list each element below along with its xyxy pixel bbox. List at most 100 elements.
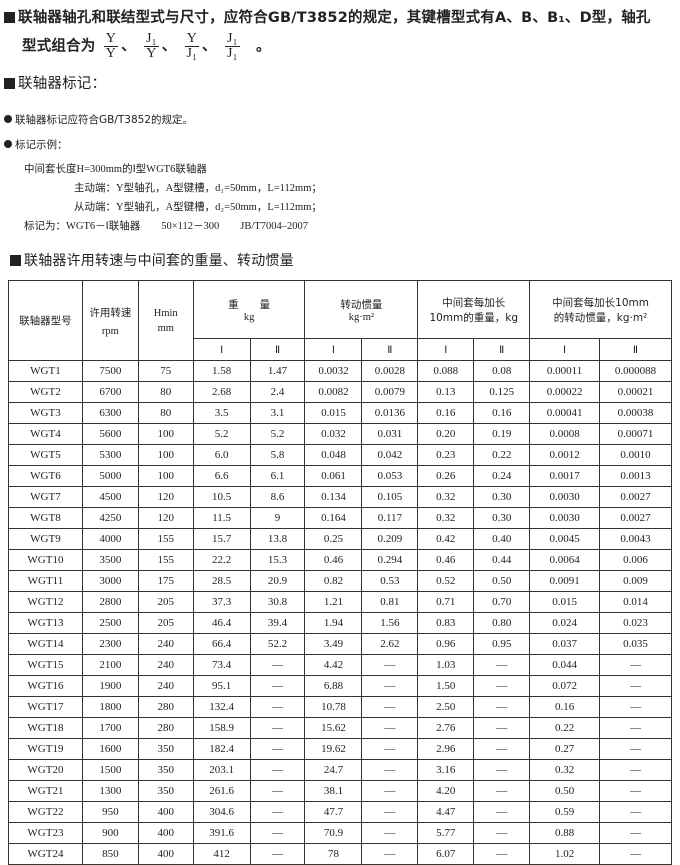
speed-weight-inertia-table: 联轴器型号 许用转速 rpm Hmin mm 重 量 kg 转动惯量 kg·m² 中间套… bbox=[8, 280, 672, 865]
table-cell: 1.47 bbox=[249, 360, 306, 382]
header-inertia-label: 转动惯量 bbox=[340, 298, 383, 311]
table-cell: WGT20 bbox=[8, 759, 83, 781]
table-row: WGT9 4000 155 15.7 13.8 0.25 0.209 0.42 0.40 0.00… bbox=[8, 528, 672, 550]
subheader-type: Ⅰ bbox=[192, 338, 251, 361]
table-cell: 5600 bbox=[81, 423, 139, 445]
combo-fraction: J₁ Y bbox=[144, 32, 159, 61]
table-cell: 2800 bbox=[81, 591, 139, 613]
table-cell: 0.125 bbox=[473, 381, 531, 403]
table-cell: — bbox=[599, 822, 672, 844]
table-cell: 391.6 bbox=[192, 822, 251, 844]
table-cell: 0.20 bbox=[417, 423, 475, 445]
table-cell: — bbox=[473, 843, 531, 865]
table-cell: 132.4 bbox=[192, 696, 251, 718]
table-cell: 0.00038 bbox=[599, 402, 672, 424]
bullet-text: 联轴器标记应符合GB/T3852的规定。 bbox=[15, 114, 194, 126]
table-cell: 13.8 bbox=[249, 528, 306, 550]
header-speed: 许用转速 rpm bbox=[81, 280, 139, 361]
table-cell: 22.2 bbox=[192, 549, 251, 571]
table-cell: 47.7 bbox=[304, 801, 363, 823]
table-row: WGT8 4250 120 11.5 9 0.164 0.117 0.32 0.30 0.0030… bbox=[8, 507, 672, 529]
table-cell: 1300 bbox=[81, 780, 139, 802]
table-cell: 0.30 bbox=[473, 486, 531, 508]
table-cell: 0.032 bbox=[304, 423, 363, 445]
table-row: WGT16 1900 240 95.1—6.88—1.50—0.072— bbox=[8, 675, 672, 697]
table-cell: 0.08 bbox=[473, 360, 531, 382]
table-cell: — bbox=[361, 696, 419, 718]
table-cell: 7500 bbox=[81, 360, 139, 382]
table-cell: 0.46 bbox=[304, 549, 363, 571]
table-cell: 5.8 bbox=[249, 444, 306, 466]
table-cell: — bbox=[599, 738, 672, 760]
table-cell: 240 bbox=[137, 633, 194, 655]
table-cell: 0.0017 bbox=[529, 465, 601, 487]
table-cell: 80 bbox=[137, 402, 194, 424]
separator: 、 bbox=[161, 38, 177, 55]
table-cell: WGT14 bbox=[8, 633, 83, 655]
table-cell: 0.031 bbox=[361, 423, 419, 445]
table-row: WGT15 2100 240 73.4—4.42—1.03—0.044— bbox=[8, 654, 672, 676]
table-cell: WGT7 bbox=[8, 486, 83, 508]
table-cell: 78 bbox=[304, 843, 363, 865]
table-cell: 24.7 bbox=[304, 759, 363, 781]
table-cell: 70.9 bbox=[304, 822, 363, 844]
marking-bullet-2: 标记示例： bbox=[4, 137, 68, 152]
table-cell: 1.50 bbox=[417, 675, 475, 697]
table-cell: 4.42 bbox=[304, 654, 363, 676]
table-cell: — bbox=[361, 843, 419, 865]
table-cell: — bbox=[361, 738, 419, 760]
subheader-type: Ⅱ bbox=[473, 338, 531, 361]
table-cell: — bbox=[361, 822, 419, 844]
table-cell: 1500 bbox=[81, 759, 139, 781]
table-cell: 280 bbox=[137, 696, 194, 718]
table-cell: — bbox=[599, 717, 672, 739]
table-cell: WGT24 bbox=[8, 843, 83, 865]
table-cell: 950 bbox=[81, 801, 139, 823]
table-cell: 1.58 bbox=[192, 360, 251, 382]
table-cell: 0.00011 bbox=[529, 360, 601, 382]
denominator: J₁ bbox=[186, 46, 198, 61]
subheader-type: Ⅱ bbox=[249, 338, 306, 361]
table-cell: 0.80 bbox=[473, 612, 531, 634]
table-cell: 10.78 bbox=[304, 696, 363, 718]
table-cell: 3.16 bbox=[417, 759, 475, 781]
table-cell: 158.9 bbox=[192, 717, 251, 739]
table-cell: 75 bbox=[137, 360, 194, 382]
subheader-type: Ⅰ bbox=[529, 338, 601, 361]
table-cell: 0.0028 bbox=[361, 360, 419, 382]
table-cell: 0.52 bbox=[417, 570, 475, 592]
bullet-icon bbox=[4, 115, 12, 123]
table-cell: 205 bbox=[137, 612, 194, 634]
table-cell: 120 bbox=[137, 507, 194, 529]
table-cell: 37.3 bbox=[192, 591, 251, 613]
table-row: WGT17 1800 280 132.4—10.78—2.50—0.16— bbox=[8, 696, 672, 718]
table-cell: 0.81 bbox=[361, 591, 419, 613]
table-cell: 0.088 bbox=[417, 360, 475, 382]
header-weight: 重 量 kg bbox=[192, 280, 306, 339]
table-cell: 280 bbox=[137, 717, 194, 739]
table-cell: 39.4 bbox=[249, 612, 306, 634]
table-row: WGT14 2300 240 66.4 52.2 3.49 2.62 0.96 0.95 0.03… bbox=[8, 633, 672, 655]
table-cell: 182.4 bbox=[192, 738, 251, 760]
intro-line-2: 型式组合为 Y Y、 J₁ Y、 Y J₁、 J₁ J₁ 。 bbox=[22, 32, 271, 61]
table-cell: 0.0012 bbox=[529, 444, 601, 466]
table-cell: 0.0082 bbox=[304, 381, 363, 403]
bullet-text: 标记示例： bbox=[15, 139, 68, 151]
table-cell: — bbox=[599, 696, 672, 718]
table-cell: 100 bbox=[137, 444, 194, 466]
table-cell: — bbox=[249, 738, 306, 760]
table-cell: — bbox=[249, 717, 306, 739]
table-row: WGT12 2800 205 37.3 30.8 1.21 0.81 0.71 0.70 0.01… bbox=[8, 591, 672, 613]
header-weight-label: 重 量 bbox=[228, 298, 271, 311]
table-cell: 261.6 bbox=[192, 780, 251, 802]
marking-heading: 联轴器标记： bbox=[4, 72, 106, 93]
table-cell: WGT3 bbox=[8, 402, 83, 424]
table-cell: 4.20 bbox=[417, 780, 475, 802]
table-cell: — bbox=[473, 759, 531, 781]
table-cell: 2.50 bbox=[417, 696, 475, 718]
table-cell: WGT17 bbox=[8, 696, 83, 718]
table-cell: WGT19 bbox=[8, 738, 83, 760]
table-cell: 4.47 bbox=[417, 801, 475, 823]
table-cell: 15.7 bbox=[192, 528, 251, 550]
